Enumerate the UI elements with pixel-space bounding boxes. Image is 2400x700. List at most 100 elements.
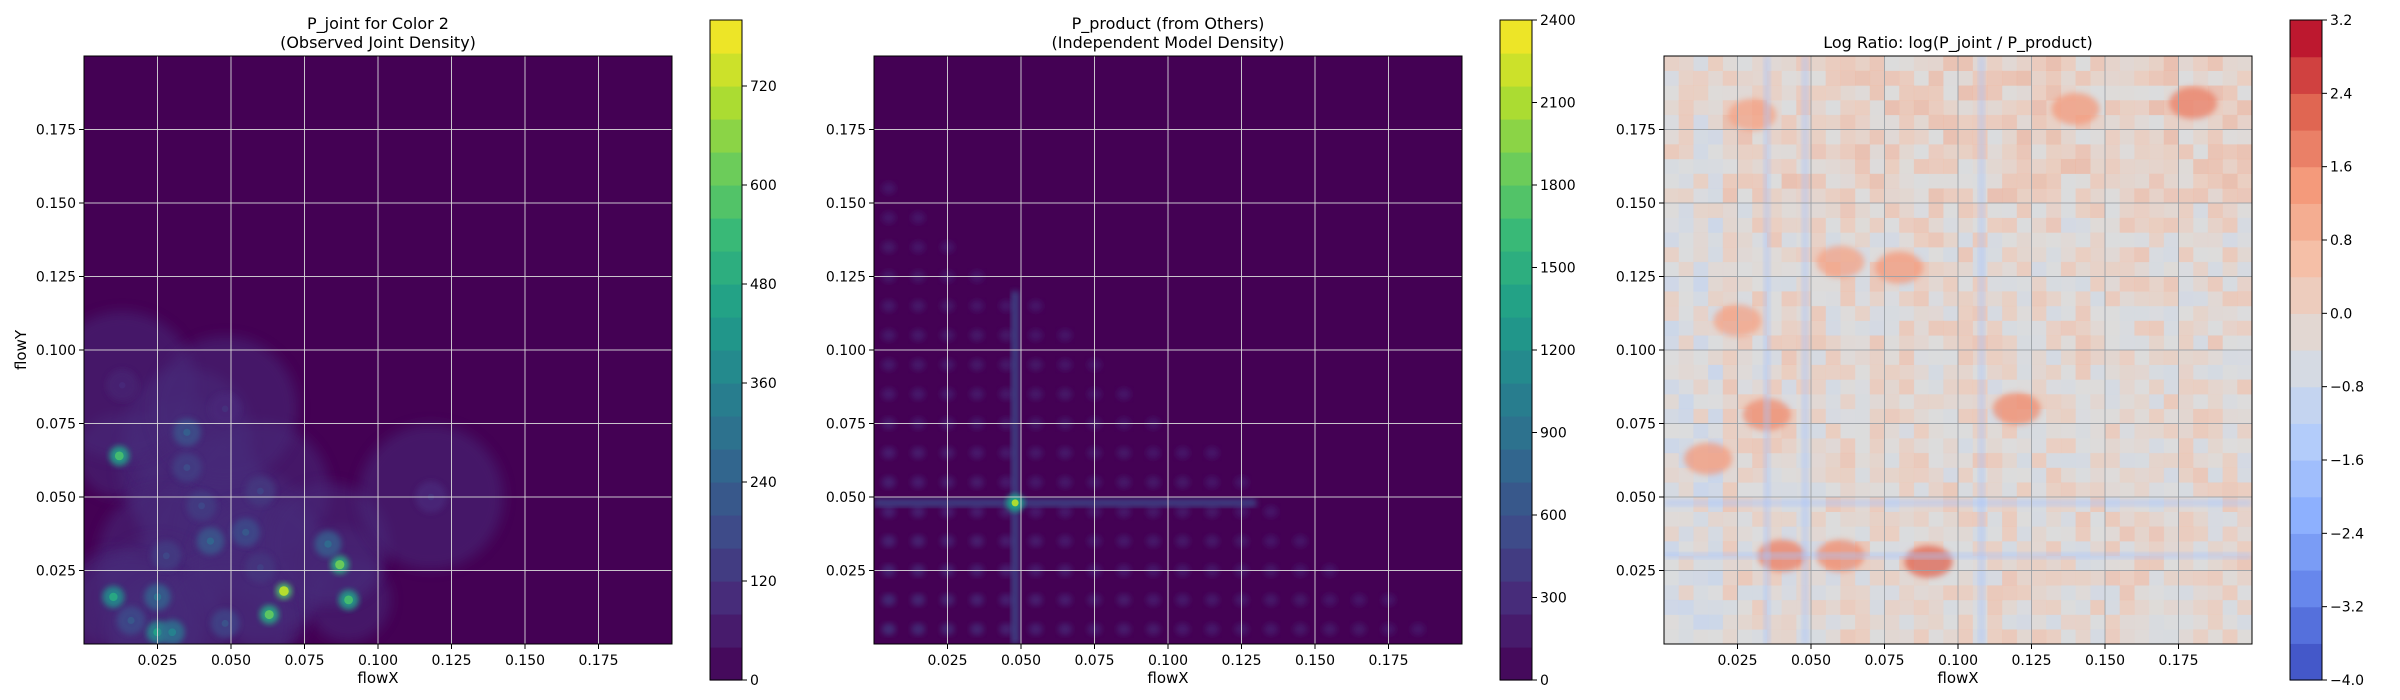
ratio-cell xyxy=(2149,232,2165,248)
lattice-cell xyxy=(1028,388,1043,401)
ratio-cell xyxy=(2193,570,2209,586)
ratio-cell xyxy=(1781,482,1797,498)
ratio-cell xyxy=(1722,188,1738,204)
ratio-cell xyxy=(2178,291,2194,307)
ratio-cell xyxy=(1943,629,1959,644)
ratio-cell xyxy=(1708,188,1724,204)
ratio-cell xyxy=(1693,364,1709,380)
ratio-cell xyxy=(2060,614,2076,630)
ratio-cell xyxy=(2016,188,2032,204)
ratio-cell xyxy=(2134,276,2150,292)
lattice-cell xyxy=(1146,505,1161,518)
ratio-cell xyxy=(2016,526,2032,542)
lattice-cell xyxy=(1205,593,1220,606)
density-peak xyxy=(109,592,118,602)
ratio-cell xyxy=(2163,408,2179,424)
ratio-cell xyxy=(2207,541,2223,557)
colorbar-tick-label: −3.2 xyxy=(2330,600,2364,616)
lattice-cell xyxy=(999,476,1014,489)
ratio-cell xyxy=(1884,408,1900,424)
ratio-cell xyxy=(2149,203,2165,218)
ratio-cell xyxy=(1737,173,1753,189)
ratio-cell xyxy=(2207,570,2223,586)
lattice-cell xyxy=(881,358,896,371)
ratio-cell xyxy=(2016,599,2032,615)
ratio-cell xyxy=(2060,511,2076,527)
ratio-cell xyxy=(1693,247,1709,263)
ratio-cell xyxy=(1899,482,1915,498)
ratio-cell xyxy=(2237,335,2252,351)
ratio-cell xyxy=(2031,232,2047,248)
colorbar-tick-label: 240 xyxy=(750,475,777,491)
ratio-cell xyxy=(2134,56,2150,71)
ratio-cell xyxy=(1737,261,1753,277)
ratio-cell xyxy=(2075,173,2091,189)
ratio-cell xyxy=(1899,305,1915,321)
ratio-cell xyxy=(2163,570,2179,586)
ratio-cell xyxy=(2207,526,2223,542)
ratio-cell xyxy=(1693,85,1709,101)
lattice-cell xyxy=(1352,593,1367,606)
ratio-cell xyxy=(2149,526,2165,542)
ratio-cell xyxy=(2046,629,2062,644)
ratio-cell xyxy=(1884,320,1900,336)
ratio-cell xyxy=(1884,144,1900,160)
ratio-cell xyxy=(1913,276,1929,292)
ratio-cell xyxy=(1987,320,2003,336)
heatmap-area xyxy=(84,56,672,644)
y-tick-label: 0.025 xyxy=(826,564,866,580)
ratio-cell xyxy=(2031,482,2047,498)
ratio-cell xyxy=(2163,291,2179,307)
y-tick-label: 0.125 xyxy=(36,270,76,286)
ratio-cell xyxy=(2060,173,2076,189)
ratio-cell xyxy=(2207,408,2223,424)
ratio-cell xyxy=(1840,129,1856,145)
ratio-cell xyxy=(2193,394,2209,410)
ratio-cell xyxy=(2237,511,2252,527)
ratio-cell xyxy=(2178,541,2194,557)
ratio-cell xyxy=(2090,629,2106,644)
lattice-cell xyxy=(1058,505,1073,518)
ratio-cell xyxy=(1958,261,1973,277)
ratio-cell xyxy=(2193,217,2209,233)
ratio-cell xyxy=(1678,247,1694,263)
ratio-cell xyxy=(2105,276,2120,292)
ratio-cell xyxy=(1737,335,1753,351)
ratio-cell xyxy=(1928,438,1944,454)
ratio-cell xyxy=(1855,276,1871,292)
ratio-cell xyxy=(2193,511,2209,527)
ratio-cell xyxy=(1781,379,1797,395)
ratio-cell xyxy=(2222,585,2238,601)
ratio-cell xyxy=(1693,144,1709,160)
ratio-cell xyxy=(1708,247,1724,263)
ratio-cell xyxy=(1869,541,1885,557)
ratio-cell xyxy=(2046,144,2062,160)
ratio-cell xyxy=(1869,570,1885,586)
ratio-cell xyxy=(1958,350,1973,365)
colorbar-tick-label: −1.6 xyxy=(2330,453,2364,469)
ratio-cell xyxy=(1913,129,1929,145)
ratio-cell xyxy=(1987,482,2003,498)
ratio-cell xyxy=(1678,114,1694,130)
ratio-cell xyxy=(2119,423,2135,439)
ratio-cell xyxy=(1693,599,1709,615)
lattice-cell xyxy=(881,623,896,636)
y-tick-label: 0.075 xyxy=(826,417,866,433)
ratio-cell xyxy=(1958,247,1973,263)
ratio-cell xyxy=(1737,144,1753,160)
ratio-cell xyxy=(1855,305,1871,321)
ratio-cell xyxy=(1766,585,1782,601)
x-tick-label: 0.150 xyxy=(1295,653,1335,669)
ratio-cell xyxy=(2090,173,2106,189)
ratio-cell xyxy=(2031,305,2047,321)
ratio-cell xyxy=(1664,247,1679,263)
ratio-cell xyxy=(1781,85,1797,101)
lattice-cell xyxy=(1116,535,1131,548)
ratio-cell xyxy=(2046,85,2062,101)
ratio-cell xyxy=(1737,438,1753,454)
ratio-cell xyxy=(1840,599,1856,615)
ratio-cell xyxy=(1855,203,1871,218)
ratio-cell xyxy=(2031,129,2047,145)
ratio-cell xyxy=(2046,305,2062,321)
lattice-cell xyxy=(1116,505,1131,518)
